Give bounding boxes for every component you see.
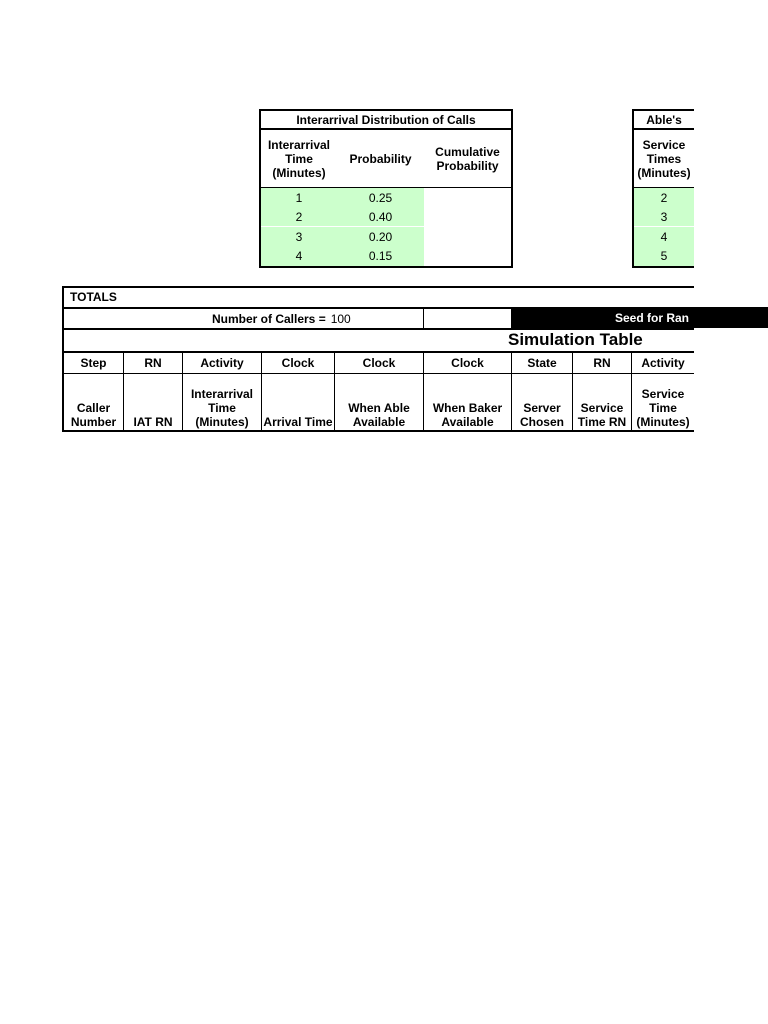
cumulative-probability-cell[interactable] bbox=[424, 207, 511, 226]
sim-type-header: Activity bbox=[641, 356, 685, 370]
service-time-cell: 4 bbox=[634, 227, 694, 246]
sim-type-header: Clock bbox=[424, 353, 512, 373]
seed-label-text: Seed for Ran bbox=[615, 310, 690, 325]
probability-cell: 0.20 bbox=[337, 227, 424, 246]
simulation-table-title: Simulation Table bbox=[508, 330, 643, 349]
sim-type-header: RN bbox=[124, 353, 183, 373]
interarrival-time-cell: 4 bbox=[261, 246, 337, 266]
interarrival-time-cell: 1 bbox=[261, 188, 337, 207]
sim-type-header: Activity bbox=[183, 353, 262, 373]
sim-column-header: Service Time (Minutes) bbox=[632, 373, 694, 430]
cumulative-probability-cell[interactable] bbox=[424, 246, 511, 265]
sim-type-header: RN bbox=[573, 353, 632, 373]
service-time-cell: 5 bbox=[634, 246, 694, 266]
interarrival-time-cell: 2 bbox=[261, 207, 337, 226]
sim-column-header: When Baker Available bbox=[424, 373, 512, 430]
sim-column-header: Caller Number bbox=[64, 373, 124, 430]
interarrival-time-cell: 3 bbox=[261, 227, 337, 246]
header-service-times: Service Times (Minutes) bbox=[634, 131, 694, 188]
header-interarrival-time: Interarrival Time (Minutes) bbox=[261, 131, 337, 188]
sim-column-header: Server Chosen bbox=[512, 373, 573, 430]
sim-column-header: Service Time RN bbox=[573, 373, 632, 430]
number-of-callers-label: Number of Callers = bbox=[212, 311, 326, 326]
service-time-cell: 3 bbox=[634, 207, 694, 226]
number-of-callers-value[interactable]: 100 bbox=[330, 311, 351, 326]
probability-cell: 0.40 bbox=[337, 207, 424, 226]
sim-column-header: Interarrival Time (Minutes) bbox=[183, 373, 262, 430]
sim-type-header: Clock bbox=[335, 353, 424, 373]
service-time-cell: 2 bbox=[634, 188, 694, 207]
sim-column-header: When Able Available bbox=[335, 373, 424, 430]
sim-column-header: IAT RN bbox=[124, 373, 183, 430]
able-table bbox=[632, 109, 694, 268]
probability-cell: 0.25 bbox=[337, 188, 424, 207]
totals-block bbox=[62, 286, 694, 432]
header-probability: Probability bbox=[337, 131, 424, 188]
empty-cell[interactable] bbox=[424, 309, 512, 328]
header-cumulative-probability: Cumulative Probability bbox=[424, 131, 511, 188]
totals-label: TOTALS bbox=[70, 290, 117, 304]
able-table-title: Able's bbox=[634, 111, 694, 130]
probability-cell: 0.15 bbox=[337, 246, 424, 266]
cumulative-probability-cell[interactable] bbox=[424, 188, 511, 207]
interarrival-table-title: Interarrival Distribution of Calls bbox=[261, 111, 511, 130]
interarrival-table bbox=[259, 109, 513, 268]
sim-type-header: Step bbox=[64, 353, 124, 373]
sim-type-header: Clock bbox=[262, 353, 335, 373]
seed-for-random-label: Seed for Ran bbox=[512, 307, 768, 328]
number-of-callers-cell: Number of Callers = 100 bbox=[64, 309, 424, 328]
sim-type-header: State bbox=[512, 353, 573, 373]
sim-column-header: Arrival Time bbox=[262, 373, 335, 430]
cumulative-probability-cell[interactable] bbox=[424, 227, 511, 246]
